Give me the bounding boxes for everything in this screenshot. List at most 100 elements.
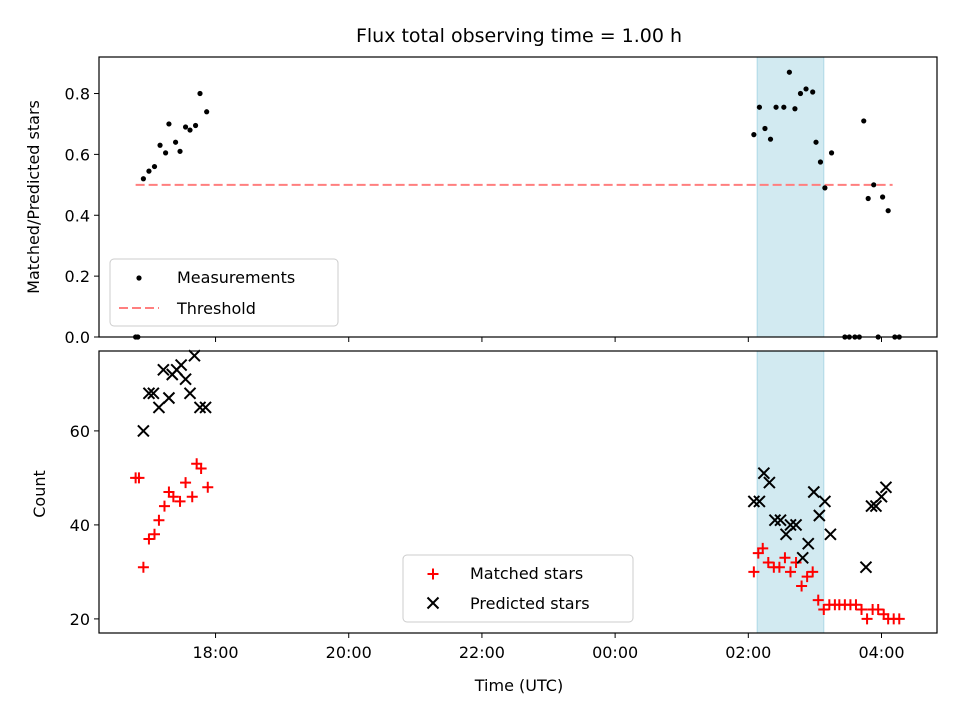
bottom-y-tick-label: 40 bbox=[70, 516, 90, 535]
matched-star-point bbox=[202, 481, 214, 493]
x-tick-label: 04:00 bbox=[858, 643, 904, 662]
measurement-point bbox=[817, 159, 824, 165]
chart-title: Flux total observing time = 1.00 h bbox=[356, 25, 682, 47]
measurement-point bbox=[157, 142, 163, 148]
predicted-star-point bbox=[142, 387, 156, 400]
x-tick-label: 20:00 bbox=[326, 643, 372, 662]
predicted-star-point bbox=[796, 551, 809, 565]
x-tick-label: 02:00 bbox=[725, 643, 771, 662]
matched-star-point bbox=[812, 594, 824, 606]
legend-label-matched-stars: Matched stars bbox=[470, 564, 583, 583]
predicted-star-point bbox=[179, 372, 192, 386]
predicted-star-point bbox=[774, 513, 787, 527]
predicted-star-point bbox=[157, 363, 170, 377]
measurement-point bbox=[792, 106, 798, 112]
x-tick-label: 22:00 bbox=[459, 643, 505, 662]
predicted-star-point bbox=[879, 481, 893, 494]
matched-star-point bbox=[762, 557, 774, 568]
matched-star-point bbox=[195, 463, 207, 474]
bottom-series-predicted-stars bbox=[137, 349, 893, 574]
legend-label-predicted-stars: Predicted stars bbox=[470, 594, 590, 613]
measurement-point bbox=[885, 208, 891, 214]
top-y-tick-label: 0.6 bbox=[65, 145, 90, 164]
top-y-tick-label: 0.4 bbox=[65, 206, 90, 225]
matched-star-point bbox=[148, 528, 160, 540]
bottom-y-tick-label: 60 bbox=[70, 422, 90, 441]
top-legend: Measurements Threshold bbox=[109, 258, 339, 327]
measurement-point bbox=[803, 86, 809, 92]
predicted-star-point bbox=[137, 424, 150, 438]
predicted-star-point bbox=[869, 499, 883, 513]
measurement-point bbox=[197, 90, 203, 97]
measurement-point bbox=[865, 195, 871, 202]
legend-marker-measurements bbox=[136, 275, 142, 281]
predicted-star-point bbox=[188, 349, 201, 362]
matched-star-point bbox=[133, 472, 145, 484]
predicted-star-point bbox=[789, 518, 803, 532]
predicted-star-point bbox=[784, 518, 797, 532]
matched-star-point bbox=[143, 533, 155, 545]
predicted-star-point bbox=[193, 401, 207, 414]
legend-label-measurements: Measurements bbox=[177, 268, 295, 287]
matched-star-point bbox=[861, 613, 873, 625]
predicted-star-point bbox=[753, 495, 766, 508]
matched-star-point bbox=[180, 477, 192, 489]
measurement-point bbox=[871, 182, 877, 188]
matched-star-point bbox=[779, 552, 791, 564]
top-y-tick-label: 0.2 bbox=[65, 267, 90, 286]
matched-star-point bbox=[748, 566, 760, 578]
measurement-point bbox=[762, 125, 768, 132]
x-tick-label: 00:00 bbox=[592, 643, 638, 662]
predicted-star-point bbox=[818, 495, 832, 508]
measurement-point bbox=[822, 185, 828, 191]
legend-marker-matched-stars bbox=[427, 568, 439, 580]
bottom-legend: Matched stars Predicted stars bbox=[402, 554, 634, 623]
matched-star-point bbox=[757, 542, 769, 554]
measurement-point bbox=[781, 104, 787, 110]
measurement-point bbox=[773, 104, 779, 110]
predicted-star-point bbox=[757, 466, 771, 480]
measurement-point bbox=[810, 89, 816, 95]
matched-star-point bbox=[167, 491, 179, 503]
top-legend-box bbox=[109, 258, 339, 327]
matched-star-point bbox=[818, 604, 830, 615]
measurement-point bbox=[192, 122, 199, 129]
measurement-point bbox=[880, 194, 886, 200]
predicted-star-point bbox=[768, 513, 782, 527]
measurement-point bbox=[172, 139, 179, 145]
matched-star-point bbox=[872, 604, 884, 615]
matched-star-point bbox=[158, 500, 170, 512]
predicted-star-point bbox=[174, 358, 188, 372]
bottom-legend-box bbox=[402, 554, 634, 623]
predicted-star-point bbox=[859, 560, 873, 574]
predicted-star-point bbox=[763, 476, 776, 489]
predicted-star-point bbox=[802, 537, 815, 550]
bottom-y-axis-label: Count bbox=[30, 470, 49, 518]
measurement-point bbox=[177, 148, 183, 154]
predicted-star-point bbox=[875, 490, 888, 503]
top-y-tick-label: 0.0 bbox=[65, 328, 90, 347]
top-axes-frame bbox=[98, 56, 938, 338]
predicted-star-point bbox=[865, 499, 878, 513]
measurement-point bbox=[756, 104, 763, 110]
x-axis-label: Time (UTC) bbox=[474, 676, 563, 695]
bottom-series-matched-stars bbox=[130, 458, 905, 625]
top-series-measurements bbox=[133, 69, 902, 340]
matched-star-point bbox=[784, 566, 796, 578]
measurement-point bbox=[182, 124, 189, 130]
measurement-point bbox=[151, 163, 158, 170]
matched-star-point bbox=[153, 514, 165, 526]
predicted-star-point bbox=[807, 485, 821, 499]
matched-star-point bbox=[773, 561, 785, 573]
measurement-point bbox=[767, 136, 774, 142]
top-y-axis-label: Matched/Predicted stars bbox=[24, 100, 43, 294]
measurement-point bbox=[166, 121, 172, 127]
x-tick-label: 18:00 bbox=[192, 643, 238, 662]
matched-star-point bbox=[893, 613, 905, 625]
predicted-star-point bbox=[813, 509, 826, 522]
measurement-point bbox=[187, 127, 193, 133]
matched-star-point bbox=[801, 571, 813, 583]
measurement-point bbox=[786, 69, 792, 75]
measurement-point bbox=[828, 150, 835, 156]
